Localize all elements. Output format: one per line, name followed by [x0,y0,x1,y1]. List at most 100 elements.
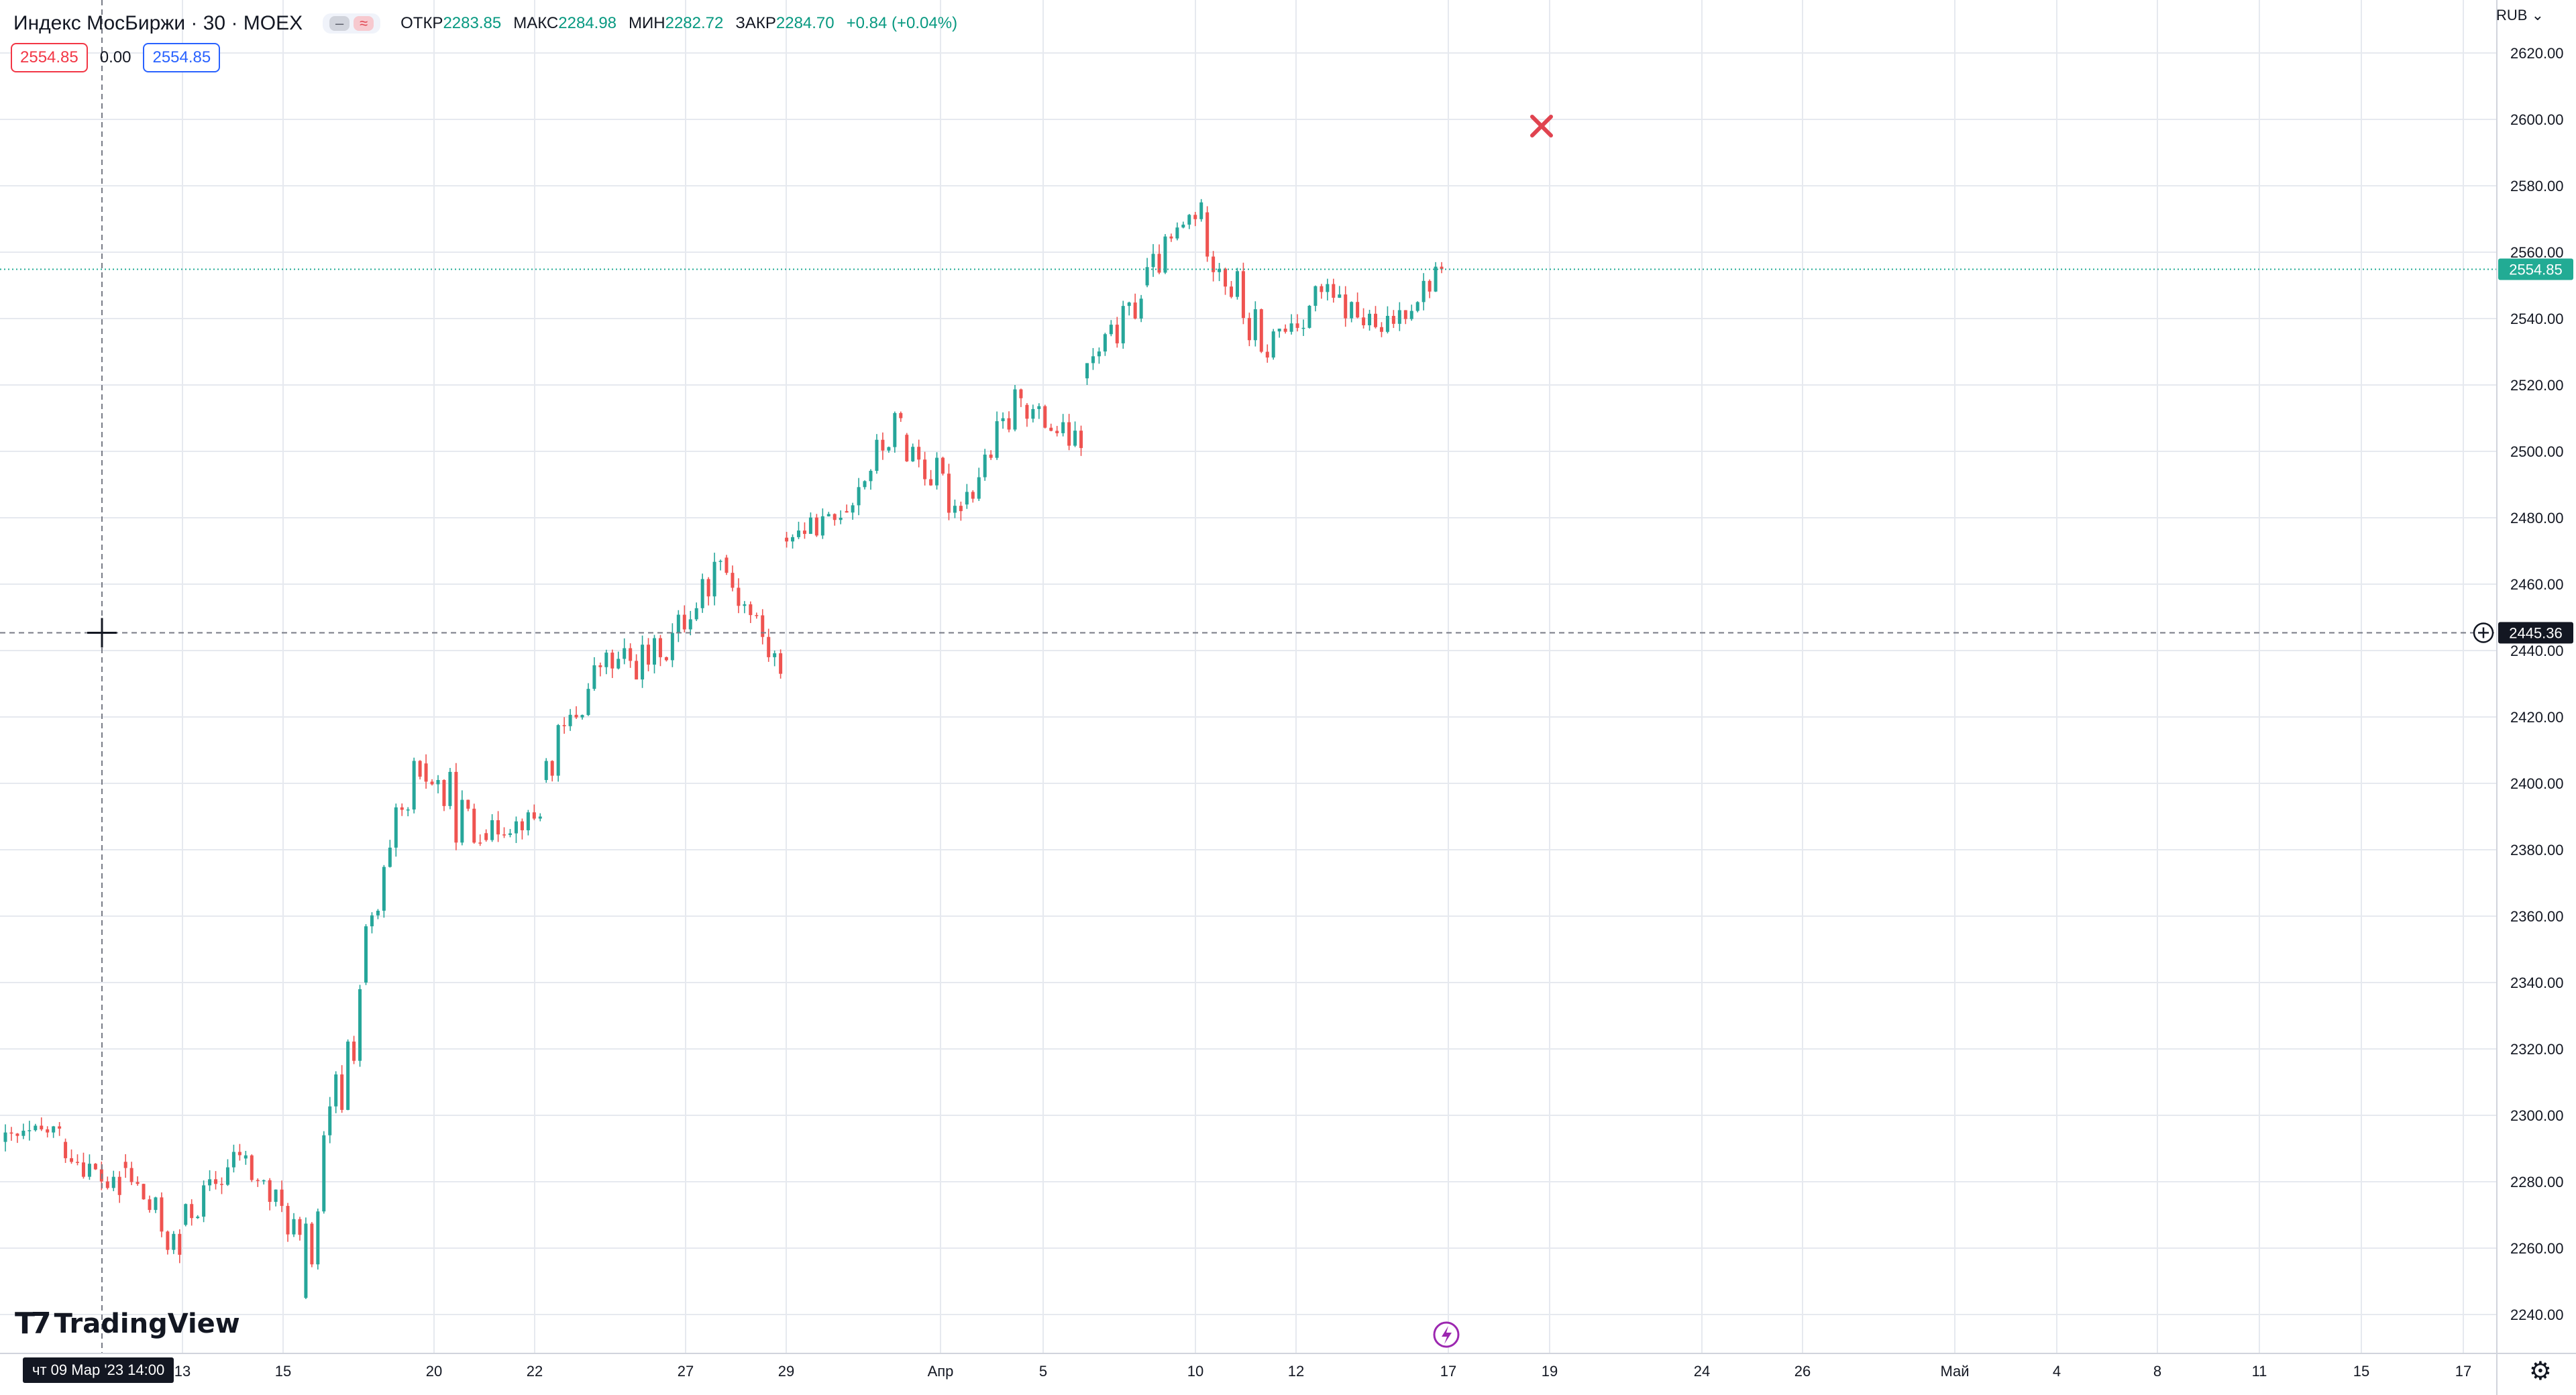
x-tick-label: 17 [2455,1363,2471,1380]
y-tick-label: 2240.00 [2510,1306,2564,1323]
candle-body [244,1155,248,1159]
candle-body [1307,305,1311,328]
candle-body [376,910,380,915]
last-price-badge [2498,258,2573,280]
candle-body [256,1180,260,1181]
candle-body [28,1130,32,1131]
candle-body [1434,266,1438,292]
buy-button[interactable]: 2554.85 [143,43,221,72]
candle-body [1421,280,1426,302]
candle-body [688,619,692,630]
candle-body [700,579,704,608]
symbol-title[interactable]: Индекс МосБиржи · 30 · MOEX [13,12,303,34]
candle-body [881,439,885,451]
candle-body [214,1179,218,1184]
ohlc-values: ОТКР 2283.85 МАКС 2284.98 МИН 2282.72 ЗА… [400,14,957,33]
candle-body [1031,408,1035,419]
candle-body [460,799,464,843]
candle-body [328,1106,332,1135]
candle-body [231,1152,235,1168]
sell-button[interactable]: 2554.85 [11,43,88,72]
candle-body [574,714,578,718]
candle-body [767,636,771,657]
logo-text: TradingView [54,1308,240,1339]
x-tick-label: Май [1940,1363,1969,1380]
candle-body [262,1180,266,1182]
candle-body [1253,309,1257,341]
x-tick-label: 13 [174,1363,191,1380]
candle-body [755,615,759,616]
candle-body [93,1164,97,1170]
candle-body [947,473,951,513]
candle-body [178,1233,182,1255]
low-label: МИН [629,14,665,32]
x-tick-label: 19 [1542,1363,1558,1380]
candle-body [977,477,981,499]
candle-body [436,780,440,785]
indicator-toggle[interactable]: – ≈ [323,13,381,34]
candle-body [1428,280,1432,292]
x-tick-label: 26 [1794,1363,1811,1380]
candle-body [839,518,843,520]
candle-body [81,1162,85,1177]
crosshair-price-label: 2445.36 [2509,624,2563,641]
candle-body [70,1158,74,1162]
candle-body [532,812,536,819]
x-tick-label: 4 [2053,1363,2061,1380]
candle-body [1374,313,1377,327]
crosshair-price-badge [2498,622,2573,644]
candle-body [1013,389,1017,430]
symbol-header: Индекс МосБиржи · 30 · MOEX – ≈ ОТКР 228… [13,7,957,40]
candle-body [538,816,542,819]
candle-body [346,1042,350,1110]
candle-body [941,457,945,474]
x-tick-label: 17 [1440,1363,1456,1380]
candle-body [863,481,867,488]
candle-body [1085,363,1089,379]
tradingview-logo[interactable]: T7 TradingView [15,1306,240,1341]
crosshair-date-label: чт 09 Мар '23 14:00 [23,1357,174,1383]
candle-body [250,1155,254,1180]
candle-body [706,579,710,597]
x-tick-label: 20 [426,1363,442,1380]
candle-body [1067,422,1071,446]
candle-body [971,492,975,499]
candle-body [442,780,446,806]
grid-lines [0,0,2497,1353]
candle-body [791,537,795,542]
candle-body [1230,286,1233,297]
candle-body [1326,284,1330,292]
candle-body [1133,302,1137,319]
candle-body [616,659,621,669]
candles [3,199,1444,1299]
candle-body [1037,406,1041,409]
y-tick-label: 2360.00 [2510,908,2564,925]
candle-body [629,648,633,661]
candle-body [808,517,812,535]
y-tick-label: 2480.00 [2510,510,2564,526]
candle-body [647,645,651,665]
y-tick-label: 2280.00 [2510,1174,2564,1190]
candle-body [1235,271,1239,297]
candle-body [1289,323,1293,332]
open-label: ОТКР [400,14,443,32]
candle-body [761,615,765,637]
candle-body [983,454,987,478]
candle-body [556,725,560,776]
gear-icon[interactable]: ⚙ [2528,1357,2552,1386]
candle-body [1157,254,1161,273]
currency-selector[interactable]: RUB ⌄ [2496,7,2544,24]
candle-body [1061,422,1065,433]
candle-body [1397,310,1401,324]
candle-body [1169,236,1173,239]
candle-body [610,653,614,669]
candle-body [1121,306,1125,343]
candle-body [1313,286,1318,306]
candle-body [1025,404,1029,419]
candle-body [15,1133,19,1136]
candle-body [1356,302,1360,318]
candle-body [142,1184,146,1200]
candle-body [220,1184,223,1185]
